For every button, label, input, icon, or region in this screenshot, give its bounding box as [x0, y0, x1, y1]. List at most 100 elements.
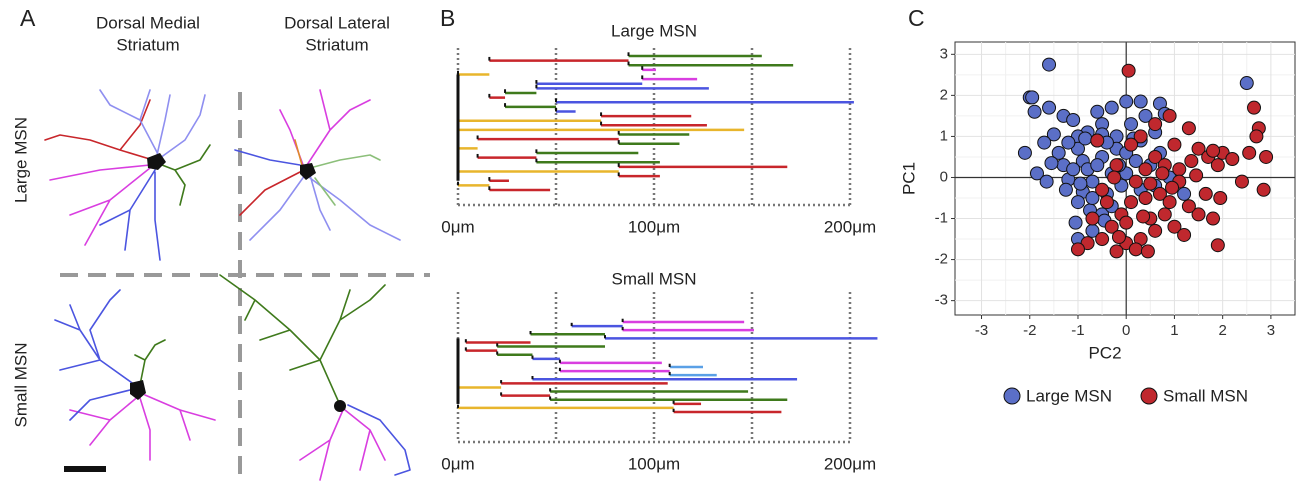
x-tick-label: 100μm	[628, 454, 680, 473]
point	[1133, 129, 1148, 144]
point	[1181, 199, 1196, 214]
point	[1191, 207, 1206, 222]
x-tick-label: 0μm	[441, 217, 474, 236]
point	[1124, 117, 1139, 132]
point	[1155, 166, 1170, 181]
point	[1109, 244, 1124, 259]
x-tick-label: 0	[1122, 322, 1130, 339]
point	[1206, 211, 1221, 226]
point	[1073, 176, 1088, 191]
point	[1109, 158, 1124, 173]
x-tick-label: 200μm	[824, 217, 876, 236]
point	[1046, 127, 1061, 142]
point	[1111, 230, 1126, 244]
legend-marker	[1140, 387, 1158, 405]
x-tick-label: 0μm	[441, 454, 474, 473]
point	[1136, 209, 1151, 224]
legend-marker	[1003, 387, 1021, 405]
point	[1259, 149, 1274, 164]
point	[1167, 219, 1182, 234]
point	[1061, 135, 1076, 150]
point	[1044, 156, 1059, 171]
x-tick-label: 1	[1170, 322, 1178, 339]
point	[1249, 129, 1264, 144]
y-tick-label: -1	[935, 209, 948, 226]
neuron-drawings	[44, 89, 411, 481]
point	[1042, 100, 1057, 115]
point	[1124, 195, 1139, 210]
y-tick-label: 3	[940, 45, 948, 62]
y-tick-label: -3	[935, 292, 948, 309]
point	[1140, 244, 1155, 259]
point	[1099, 195, 1114, 210]
point	[1177, 186, 1192, 201]
chart-title: Large MSN	[611, 21, 697, 40]
y-axis-title: PC1	[899, 162, 918, 195]
point	[1124, 137, 1139, 152]
point	[1027, 104, 1042, 119]
column-title: Dorsal Lateral	[284, 13, 390, 32]
point	[1066, 113, 1081, 127]
x-axis-title: PC2	[1088, 343, 1121, 362]
point	[1162, 195, 1177, 210]
point	[1042, 57, 1057, 72]
x-tick-label: 3	[1267, 322, 1275, 339]
point	[1148, 117, 1163, 132]
x-tick-label: 100μm	[628, 217, 680, 236]
point	[1017, 145, 1032, 160]
panel-letter: B	[440, 5, 455, 31]
point	[1133, 94, 1148, 109]
point	[1029, 166, 1044, 181]
x-tick-label: 200μm	[824, 454, 876, 473]
point	[1070, 195, 1085, 210]
x-tick-label: -2	[1023, 322, 1036, 339]
point	[1256, 182, 1271, 197]
y-tick-label: 0	[940, 168, 948, 185]
point	[1104, 219, 1119, 234]
point	[1213, 191, 1228, 205]
point	[1128, 174, 1143, 189]
point	[1206, 143, 1221, 158]
point	[1148, 223, 1163, 238]
point	[1107, 170, 1122, 185]
x-tick-label: 2	[1218, 322, 1226, 339]
point	[1225, 152, 1240, 166]
point	[1165, 180, 1180, 195]
point	[1167, 137, 1182, 152]
point	[1138, 191, 1153, 205]
point	[1078, 131, 1093, 146]
row-title: Large MSN	[11, 117, 30, 203]
y-tick-label: 2	[940, 86, 948, 103]
point	[1247, 100, 1262, 115]
y-tick-label: 1	[940, 127, 948, 144]
point	[1090, 104, 1105, 119]
point	[1128, 242, 1143, 257]
y-tick-label: -2	[935, 251, 948, 268]
x-tick-label: -3	[975, 322, 988, 339]
point	[1039, 174, 1054, 189]
point	[1085, 191, 1100, 205]
point	[1138, 162, 1153, 177]
chart-title: Small MSN	[611, 269, 696, 288]
point	[1119, 215, 1134, 230]
point	[1181, 121, 1196, 136]
point	[1210, 238, 1225, 253]
column-title: Striatum	[116, 35, 179, 54]
point	[1066, 162, 1081, 177]
point	[1198, 186, 1213, 201]
panel-letter: A	[20, 5, 36, 31]
point	[1177, 227, 1192, 242]
point	[1095, 232, 1110, 247]
point	[1191, 141, 1206, 156]
point	[1189, 168, 1204, 183]
point	[1138, 108, 1153, 123]
point	[1210, 158, 1225, 173]
legend-label: Large MSN	[1026, 386, 1112, 405]
panel-letter: C	[908, 5, 925, 31]
point	[1128, 154, 1143, 169]
point	[1184, 154, 1199, 169]
point	[1121, 63, 1136, 78]
x-tick-label: -1	[1071, 322, 1084, 339]
point	[1172, 162, 1187, 177]
